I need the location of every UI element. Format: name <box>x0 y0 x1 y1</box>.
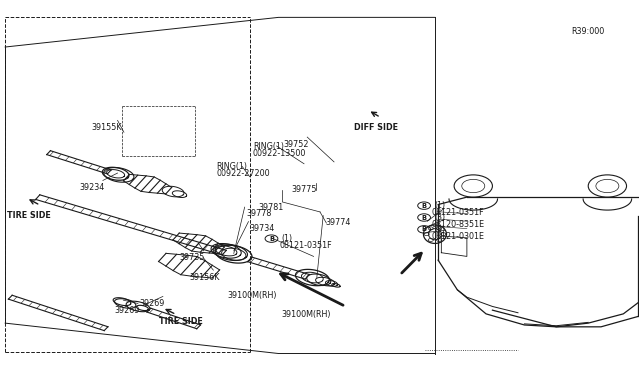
Text: (1): (1) <box>435 201 445 210</box>
Text: R39:000: R39:000 <box>571 27 604 36</box>
Text: 39234: 39234 <box>79 183 104 192</box>
Text: 39778: 39778 <box>246 209 272 218</box>
Text: RING(1): RING(1) <box>253 141 284 151</box>
Text: TIRE SIDE: TIRE SIDE <box>159 317 203 326</box>
Text: 39269: 39269 <box>115 306 140 315</box>
Text: 39100M(RH): 39100M(RH) <box>282 310 331 319</box>
Text: 39752: 39752 <box>284 140 309 149</box>
Text: 00922-13500: 00922-13500 <box>253 149 307 158</box>
Text: B: B <box>422 203 427 209</box>
Text: RING(1): RING(1) <box>216 162 248 171</box>
Text: TIRE SIDE: TIRE SIDE <box>7 211 51 220</box>
Text: 39156K: 39156K <box>189 273 220 282</box>
Text: 39269: 39269 <box>140 299 165 308</box>
Text: (3): (3) <box>435 213 445 222</box>
Text: B: B <box>422 226 427 232</box>
Text: 39100M(RH): 39100M(RH) <box>227 291 277 299</box>
Text: (3): (3) <box>435 225 445 234</box>
Text: 00922-27200: 00922-27200 <box>216 169 270 178</box>
Text: 08121-0301E: 08121-0301E <box>432 232 484 241</box>
Text: 39781: 39781 <box>259 203 284 212</box>
Text: 39774: 39774 <box>325 218 351 227</box>
Text: 39734: 39734 <box>250 224 275 233</box>
Text: 08121-0351F: 08121-0351F <box>279 241 332 250</box>
Text: (1): (1) <box>282 234 293 243</box>
Text: B: B <box>422 215 427 221</box>
Text: 08121-0351F: 08121-0351F <box>432 208 484 217</box>
Text: B: B <box>269 235 274 242</box>
Text: DIFF SIDE: DIFF SIDE <box>354 123 398 132</box>
Text: 39735: 39735 <box>179 253 205 263</box>
Text: 08120-8351E: 08120-8351E <box>432 220 485 229</box>
Text: 39775: 39775 <box>291 185 317 194</box>
Text: 39155K: 39155K <box>92 123 122 132</box>
